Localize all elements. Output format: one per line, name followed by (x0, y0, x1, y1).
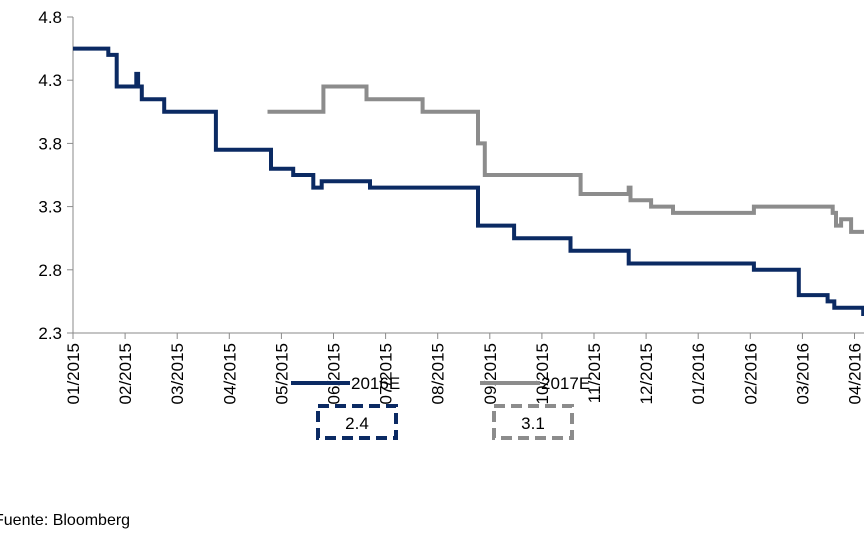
x-tick-label: 11/2015 (585, 343, 604, 403)
legend-label-2016E: 2016E (351, 374, 400, 393)
legend-label-2017E: 2017E (541, 374, 590, 393)
y-tick-label: 3.8 (38, 134, 62, 153)
x-tick-label: 10/2015 (533, 343, 552, 404)
callouts: 2.4 3.1 (316, 404, 574, 440)
x-tick-label: 03/2016 (793, 343, 812, 404)
callout-box-2016E (316, 404, 398, 440)
y-tick-label: 4.8 (38, 8, 62, 27)
callout-box-2017E (492, 404, 574, 440)
x-tick-label: 12/2015 (637, 343, 656, 404)
x-tick-label: 09/2015 (481, 343, 500, 404)
x-tick-label: 06/2015 (325, 343, 344, 404)
x-tick-label: 04/2016 (846, 343, 864, 404)
source-note: Fuente: Bloomberg (0, 512, 131, 529)
x-tick-label: 08/2015 (429, 343, 448, 404)
y-tick-label: 3.3 (38, 198, 62, 217)
x-tick-label: 07/2015 (377, 343, 396, 404)
x-axis: 01/2015 02/2015 03/2015 04/2015 05/2015 06/20… (64, 332, 864, 404)
x-tick-label: 02/2016 (741, 343, 760, 404)
series-layer (73, 46, 864, 316)
callout-value-2016E: 2.4 (345, 414, 369, 433)
series-line-2016E (73, 46, 864, 316)
y-tick-label: 2.8 (38, 261, 62, 280)
x-tick-label: 05/2015 (272, 343, 291, 404)
legend: 2016E 2017E (291, 374, 590, 393)
x-tick-label: 03/2015 (168, 343, 187, 404)
callout-value-2017E: 3.1 (521, 414, 545, 433)
x-tick-label: 01/2016 (689, 343, 708, 404)
x-tick-label: 04/2015 (220, 343, 239, 404)
y-axis: 2.3 2.8 3.3 3.8 4.3 4.8 (38, 8, 74, 343)
x-tick-label: 02/2015 (116, 343, 135, 404)
series-line-2017E (267, 84, 864, 234)
y-tick-label: 2.3 (38, 324, 62, 343)
y-tick-label: 4.3 (38, 71, 62, 90)
x-tick-label: 01/2015 (64, 343, 83, 404)
